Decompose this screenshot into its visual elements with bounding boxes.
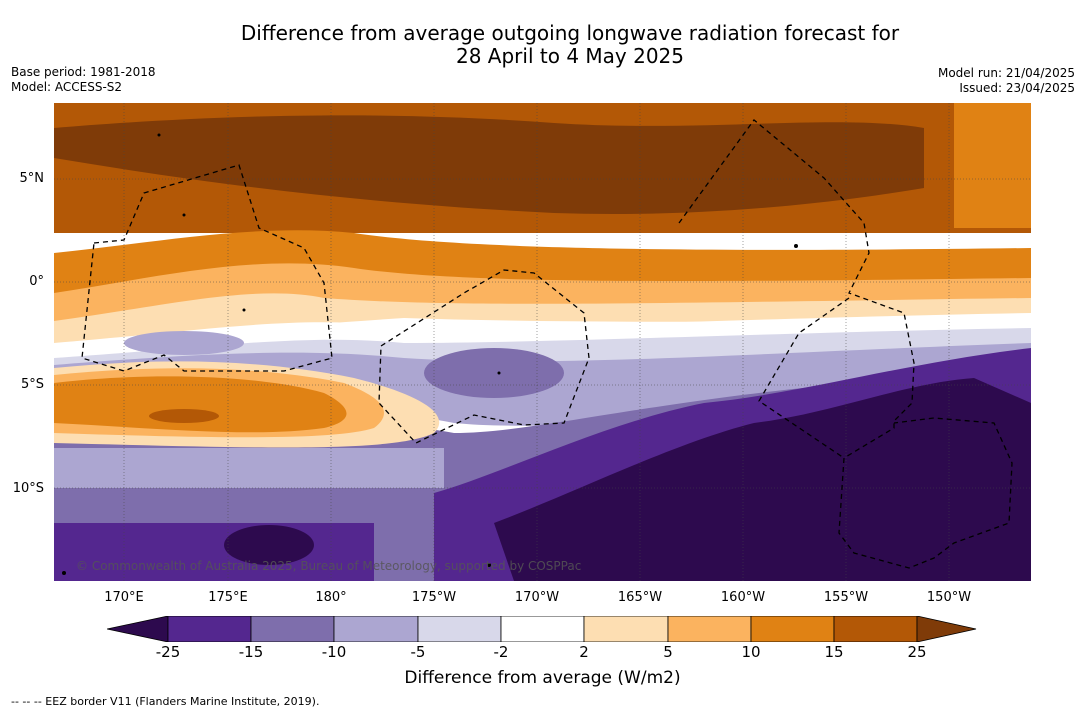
meta-left: Base period: 1981-2018 Model: ACCESS-S2	[11, 65, 156, 95]
west-purple-patch	[124, 331, 244, 355]
base-period: Base period: 1981-2018	[11, 65, 156, 79]
colorbar-tick-neg2: -2	[493, 643, 509, 661]
copyright-credit: © Commonwealth of Australia 2025, Bureau…	[76, 559, 582, 573]
colorbar-tick-neg25: -25	[155, 643, 181, 661]
colorbar	[106, 615, 977, 643]
eez-border-central	[378, 269, 590, 444]
colorbar-segment-3	[333, 615, 419, 643]
island	[182, 213, 186, 217]
band-orange	[54, 230, 1031, 318]
sw-orange-blob-3	[54, 376, 347, 433]
band-light-orange	[54, 263, 1031, 333]
lon-label-170E: 170°E	[104, 590, 144, 605]
issued-date: Issued: 23/04/2025	[959, 81, 1075, 95]
lon-label-155W: 155°W	[823, 590, 869, 605]
colorbar-segment-6	[583, 615, 669, 643]
title-line-2: 28 April to 4 May 2025	[456, 44, 684, 68]
left-purple-mid	[54, 488, 434, 523]
dark-spot-sw	[224, 525, 314, 565]
colorbar-segment-4	[417, 615, 502, 643]
colorbar-tick-neg10: -10	[321, 643, 347, 661]
lat-label-5N: 5°N	[19, 171, 45, 186]
colorbar-under-arrow	[106, 615, 169, 643]
sw-brown-spot	[149, 409, 219, 423]
colorbar-label: Difference from average (W/m2)	[404, 668, 681, 688]
lon-label-160W: 160°W	[720, 590, 766, 605]
eez-border-west	[81, 164, 333, 372]
eez-footnote: -- -- -- EEZ border V11 (Flanders Marine…	[11, 695, 320, 708]
model-run: Model run: 21/04/2025	[937, 66, 1075, 80]
island	[62, 571, 66, 575]
lon-label-150W: 150°W	[926, 590, 972, 605]
colorbar-tick-2: 2	[579, 643, 589, 661]
eez-border-east	[678, 119, 1013, 569]
colorbar-tick-25: 25	[907, 643, 927, 661]
island	[487, 563, 491, 567]
eez-border-east-inner	[758, 297, 850, 459]
colorbar-over-arrow	[916, 615, 977, 643]
meta-right: Model run: 21/04/2025 Issued: 23/04/2025	[938, 66, 1075, 96]
colorbar-tick-neg15: -15	[238, 643, 264, 661]
left-purple-block	[54, 523, 374, 581]
chart-title: Difference from average outgoing longwav…	[0, 22, 1085, 68]
lat-label-0: 0°	[29, 274, 44, 289]
colorbar-tick-15: 15	[824, 643, 844, 661]
island	[794, 244, 798, 248]
eez-borders	[81, 119, 1013, 569]
colorbar-segment-5	[500, 615, 585, 643]
colorbar-segment-1	[167, 615, 252, 643]
lon-label-165W: 165°W	[617, 590, 663, 605]
olr-anomaly-map	[54, 103, 1031, 581]
band-pale	[54, 293, 1031, 348]
lon-label-170W: 170°W	[514, 590, 560, 605]
lon-label-175W: 175°W	[411, 590, 457, 605]
lon-label-180: 180°	[315, 590, 347, 605]
colorbar-tick-neg5: -5	[410, 643, 426, 661]
band-darkest	[494, 378, 1031, 581]
island	[157, 133, 161, 137]
colorbar-segment-9	[833, 615, 918, 643]
left-lavender	[54, 448, 444, 488]
island	[242, 308, 246, 312]
colorbar-segment-8	[750, 615, 835, 643]
island	[497, 371, 501, 375]
colorbar-svg	[106, 615, 977, 643]
colorbar-tick-5: 5	[663, 643, 673, 661]
islands	[62, 133, 798, 575]
colorbar-segment-7	[667, 615, 752, 643]
lon-label-175E: 175°E	[208, 590, 248, 605]
graticule	[54, 103, 1031, 581]
colorbar-segment-2	[250, 615, 335, 643]
lat-label-5S: 5°S	[20, 377, 44, 392]
model-name: Model: ACCESS-S2	[11, 80, 123, 94]
map-svg	[54, 103, 1031, 581]
central-purple-patch	[424, 348, 564, 398]
band-right-orange	[954, 103, 1031, 228]
title-line-1: Difference from average outgoing longwav…	[240, 21, 900, 45]
band-very-high	[54, 115, 924, 214]
colorbar-tick-10: 10	[741, 643, 761, 661]
lat-label-10S: 10°S	[12, 481, 44, 496]
